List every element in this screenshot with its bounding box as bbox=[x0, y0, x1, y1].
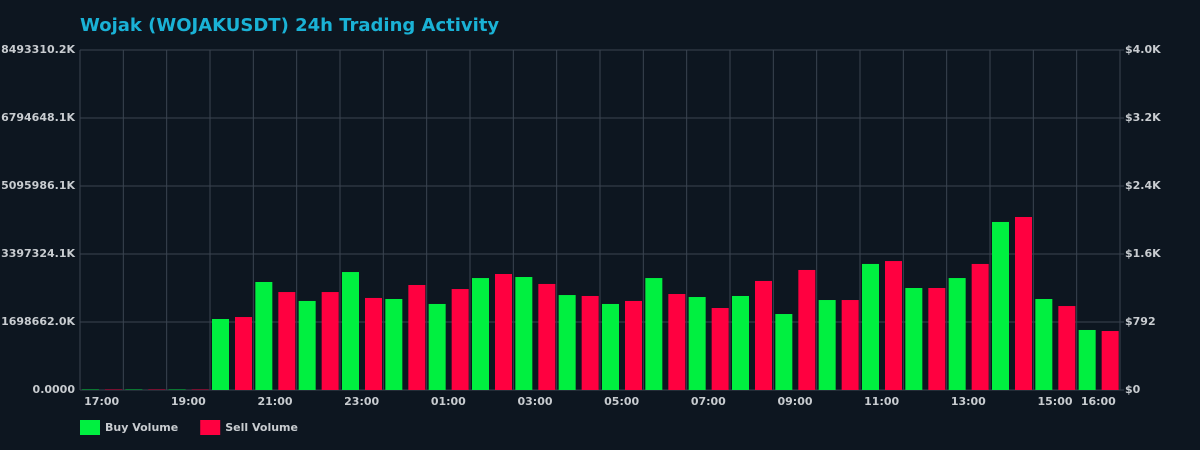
x-tick-label: 21:00 bbox=[257, 395, 292, 408]
x-tick-label: 01:00 bbox=[431, 395, 466, 408]
bar bbox=[428, 303, 446, 390]
bar bbox=[558, 295, 576, 390]
y2-tick-label: $3.2K bbox=[1125, 111, 1161, 124]
y2-tick-label: $2.4K bbox=[1125, 179, 1161, 192]
y2-tick-label: $4.0K bbox=[1125, 43, 1161, 56]
bar bbox=[905, 288, 923, 390]
bar bbox=[495, 274, 512, 390]
bar bbox=[408, 284, 426, 390]
bar bbox=[255, 281, 273, 390]
bar bbox=[602, 303, 619, 390]
bar bbox=[365, 297, 382, 390]
bar bbox=[1035, 298, 1053, 390]
y-tick-label: 0.0000 bbox=[33, 383, 76, 396]
bar bbox=[948, 278, 966, 390]
bar bbox=[451, 289, 469, 390]
legend-swatch bbox=[80, 420, 100, 435]
bar bbox=[798, 269, 816, 390]
bar bbox=[668, 294, 686, 390]
bar bbox=[625, 300, 642, 390]
bar bbox=[212, 318, 229, 390]
bar bbox=[775, 314, 793, 390]
bar bbox=[688, 297, 706, 390]
bar bbox=[928, 288, 946, 390]
bar bbox=[321, 292, 339, 390]
bar bbox=[818, 300, 836, 390]
legend-swatch bbox=[200, 420, 221, 435]
x-tick-label: 13:00 bbox=[951, 395, 986, 408]
x-tick-label: 07:00 bbox=[691, 395, 726, 408]
bar bbox=[1015, 216, 1032, 390]
x-tick-label: 09:00 bbox=[777, 395, 812, 408]
bar bbox=[538, 283, 556, 390]
chart-title: Wojak (WOJAKUSDT) 24h Trading Activity bbox=[80, 15, 499, 36]
bar bbox=[235, 317, 252, 390]
x-tick-label: 19:00 bbox=[171, 395, 206, 408]
y-tick-label: 5095986.1K bbox=[1, 179, 75, 192]
bar bbox=[472, 278, 489, 390]
x-tick-label: 03:00 bbox=[517, 395, 552, 408]
y-tick-label: 1698662.0K bbox=[1, 315, 75, 328]
bar bbox=[711, 308, 729, 390]
y-tick-label: 3397324.1K bbox=[1, 247, 75, 260]
x-tick-label: 16:00 bbox=[1081, 395, 1116, 408]
bar bbox=[971, 263, 989, 390]
bar bbox=[581, 295, 599, 390]
legend-label: Buy Volume bbox=[105, 421, 178, 434]
x-tick-label: 15:00 bbox=[1037, 395, 1072, 408]
x-tick-label: 05:00 bbox=[604, 395, 639, 408]
x-tick-label: 11:00 bbox=[864, 395, 899, 408]
bar bbox=[755, 280, 772, 390]
bar bbox=[515, 277, 533, 390]
y2-tick-label: $0 bbox=[1125, 383, 1141, 396]
bar bbox=[1101, 331, 1119, 390]
bar bbox=[1078, 329, 1096, 390]
y2-tick-label: $1.6K bbox=[1125, 247, 1161, 260]
bar bbox=[385, 298, 403, 390]
y2-tick-label: $792 bbox=[1125, 315, 1156, 328]
bar bbox=[645, 278, 663, 390]
legend-label: Sell Volume bbox=[225, 421, 298, 434]
bar bbox=[298, 300, 316, 390]
bar bbox=[1058, 306, 1076, 390]
bar bbox=[278, 292, 296, 390]
y-tick-label: 8493310.2K bbox=[1, 43, 75, 56]
bar bbox=[862, 263, 879, 390]
bar bbox=[885, 261, 902, 390]
bar bbox=[342, 272, 359, 390]
bar bbox=[992, 221, 1009, 390]
x-tick-label: 23:00 bbox=[344, 395, 379, 408]
x-tick-label: 17:00 bbox=[84, 395, 119, 408]
bar bbox=[732, 295, 749, 390]
y-tick-label: 6794648.1K bbox=[1, 111, 75, 124]
bar bbox=[841, 300, 859, 390]
